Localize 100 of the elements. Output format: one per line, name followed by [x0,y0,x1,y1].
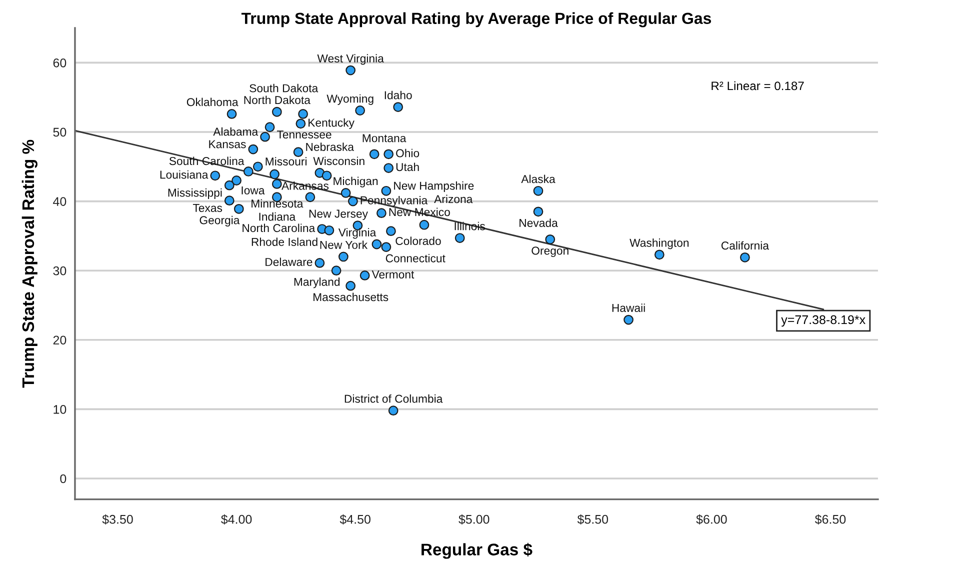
x-tick-label: $6.00 [696,514,727,525]
data-label: Louisiana [160,170,208,179]
data-label: Texas [192,204,222,212]
point [381,242,392,252]
y-tick-label: 60 [53,58,66,68]
data-label: Wisconsin [313,156,364,166]
data-label: New York [320,240,368,249]
data-label: Kansas [209,140,246,148]
data-label: Montana [362,134,406,142]
data-label: Alabama [213,127,258,136]
data-label: Virginia [338,228,376,239]
data-label: Oregon [532,246,568,257]
point [381,186,392,196]
x-tick-label: $5.00 [458,514,490,525]
point [293,147,304,158]
y-tick-label: 20 [53,336,66,345]
data-label: Maryland [294,278,340,288]
point [545,234,556,244]
point [260,132,270,142]
data-label: South Dakota [250,84,318,92]
point [252,162,263,172]
data-label: Indiana [259,212,296,221]
data-label: Nevada [520,218,558,227]
point [384,163,394,173]
y-tick-label: 50 [53,128,66,137]
data-label: Ohio [396,148,420,158]
point [340,188,351,198]
x-tick-label: $4.00 [221,514,252,525]
data-label: Mississippi [168,188,222,199]
data-label: New Jersey [309,210,368,220]
data-label: Oklahoma [186,98,238,106]
point [272,106,282,117]
annotation: R² Linear = 0.187 [712,81,804,90]
x-tick-label: $4.50 [340,514,370,525]
data-label: Arizona [434,194,473,204]
point [372,239,382,250]
data-label: Missouri [266,157,306,166]
data-label: New Mexico [389,208,450,216]
point [226,109,237,119]
data-label: Washington [630,238,689,250]
data-label: New Hampshire [394,181,474,192]
data-label: California [721,241,769,250]
point [384,149,394,160]
point [355,106,366,116]
x-tick-label: $3.50 [102,514,133,525]
data-label: Delaware [266,258,312,266]
point [270,169,280,180]
x-axis-title: Regular Gas $ [422,542,532,559]
data-label: Michigan [334,176,378,188]
data-label: Vermont [372,270,414,279]
point [224,196,234,206]
point [272,179,282,189]
annotation: y=77.38-8.19*x [781,315,866,327]
data-label: Wyoming [326,94,374,105]
point [346,65,356,76]
point [393,102,404,112]
point [305,192,316,202]
data-label: Georgia [200,216,240,226]
point [210,170,220,181]
point [454,233,465,243]
data-label: North Dakota [244,96,310,104]
y-tick-label: 40 [53,197,66,206]
point [248,144,258,154]
point [419,220,430,230]
y-tick-label: 0 [60,474,66,484]
data-label: Rhode Island [252,238,318,246]
point [348,196,358,206]
point [298,109,308,119]
point [388,406,398,416]
data-label: Utah [396,162,419,172]
point [624,314,634,325]
data-label: Idaho [384,90,412,100]
chart-title: Trump State Approval Rating by Average Price of Regular Gas [241,12,712,28]
point [360,270,370,280]
point [346,280,356,291]
point [533,206,544,217]
point [296,118,306,129]
y-tick-label: 10 [54,405,66,414]
point [232,176,242,186]
data-label: Alaska [521,174,556,184]
data-label: Minnesota [252,199,304,208]
x-tick-label: $6.50 [814,514,846,525]
point [322,170,332,181]
data-label: West Virginia [317,54,384,65]
point [740,252,750,262]
data-label: District of Columbia [344,394,443,403]
y-axis-title: Trump State Approval Rating % [22,140,38,388]
point [533,186,544,196]
data-label: Colorado [396,236,441,246]
point [338,252,348,262]
data-label: Kentucky [308,118,354,129]
point [369,149,380,160]
data-label: Massachusetts [314,292,388,302]
point [243,166,254,176]
data-label: Tennessee [276,130,332,139]
point [264,122,275,132]
data-label: Iowa [242,186,265,194]
point [386,226,396,236]
point [224,180,234,190]
data-label: Hawaii [612,304,645,312]
